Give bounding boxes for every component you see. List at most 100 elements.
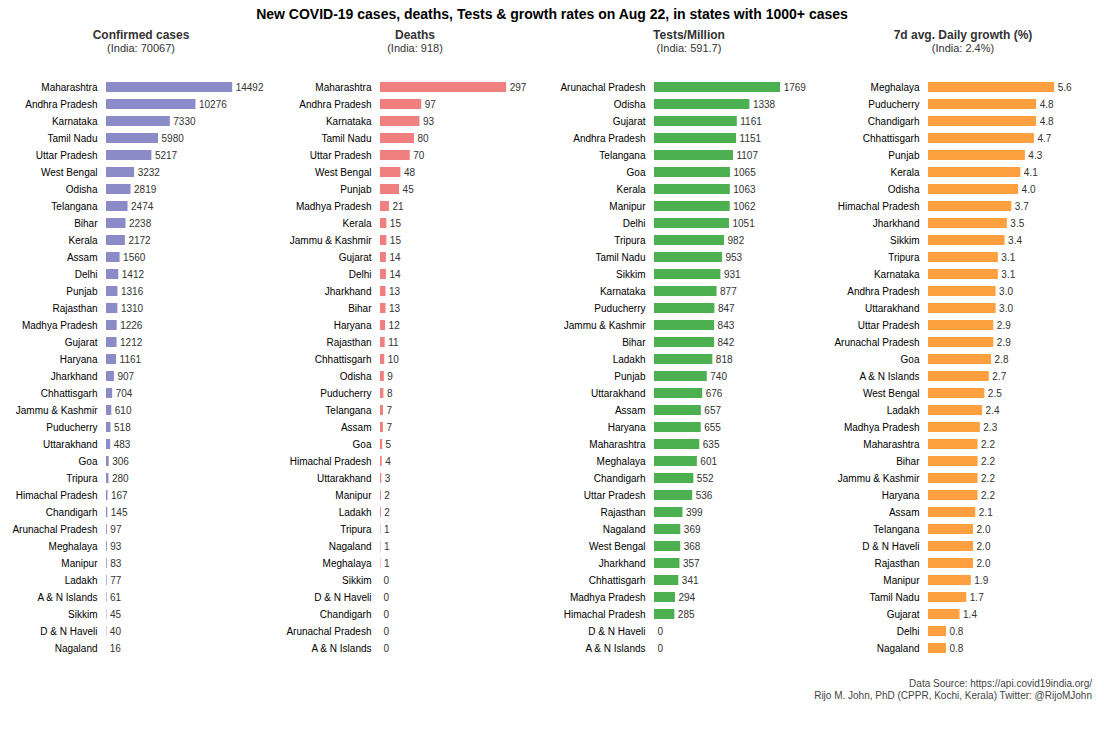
svg-text:Rajasthan: Rajasthan bbox=[52, 303, 97, 314]
svg-text:Bihar: Bihar bbox=[896, 456, 920, 467]
svg-text:4.8: 4.8 bbox=[1040, 99, 1054, 110]
svg-text:70: 70 bbox=[413, 150, 425, 161]
svg-text:Nagaland: Nagaland bbox=[877, 643, 920, 654]
svg-text:Arunachal Pradesh: Arunachal Pradesh bbox=[560, 82, 645, 93]
svg-text:Nagaland: Nagaland bbox=[329, 541, 372, 552]
svg-text:Ladakh: Ladakh bbox=[613, 354, 646, 365]
svg-text:1560: 1560 bbox=[123, 252, 146, 263]
svg-text:167: 167 bbox=[111, 490, 128, 501]
svg-text:Delhi: Delhi bbox=[349, 269, 372, 280]
svg-text:Telangana: Telangana bbox=[51, 201, 98, 212]
svg-text:285: 285 bbox=[678, 609, 695, 620]
svg-text:1161: 1161 bbox=[120, 354, 142, 365]
svg-text:Ladakh: Ladakh bbox=[339, 507, 372, 518]
svg-text:Bihar: Bihar bbox=[348, 303, 372, 314]
svg-text:Haryana: Haryana bbox=[60, 354, 98, 365]
svg-text:368: 368 bbox=[684, 541, 701, 552]
svg-text:Puducherry: Puducherry bbox=[594, 303, 645, 314]
svg-text:Meghalaya: Meghalaya bbox=[871, 82, 920, 93]
svg-text:Nagaland: Nagaland bbox=[55, 643, 98, 654]
svg-text:Tamil Nadu: Tamil Nadu bbox=[595, 252, 645, 263]
svg-text:11: 11 bbox=[388, 337, 399, 348]
svg-text:80: 80 bbox=[417, 133, 429, 144]
svg-text:2819: 2819 bbox=[134, 184, 157, 195]
svg-text:9: 9 bbox=[387, 371, 393, 382]
svg-text:0: 0 bbox=[384, 575, 390, 586]
svg-text:Uttar Pradesh: Uttar Pradesh bbox=[584, 490, 646, 501]
svg-text:Puducherry: Puducherry bbox=[320, 388, 371, 399]
svg-text:4.0: 4.0 bbox=[1022, 184, 1036, 195]
svg-text:Odisha: Odisha bbox=[66, 184, 98, 195]
svg-text:2: 2 bbox=[384, 507, 390, 518]
svg-text:Bihar: Bihar bbox=[74, 218, 98, 229]
svg-text:7330: 7330 bbox=[173, 116, 196, 127]
svg-text:4.8: 4.8 bbox=[1040, 116, 1054, 127]
svg-text:Chandigarh: Chandigarh bbox=[594, 473, 646, 484]
svg-text:13: 13 bbox=[389, 303, 401, 314]
svg-text:Maharashtra: Maharashtra bbox=[589, 439, 646, 450]
svg-text:818: 818 bbox=[716, 354, 733, 365]
svg-text:Uttarakhand: Uttarakhand bbox=[43, 439, 97, 450]
svg-text:4.7: 4.7 bbox=[1037, 133, 1051, 144]
svg-text:Puducherry: Puducherry bbox=[868, 99, 919, 110]
svg-text:Andhra Pradesh: Andhra Pradesh bbox=[847, 286, 919, 297]
svg-text:2.5: 2.5 bbox=[988, 388, 1002, 399]
svg-text:14492: 14492 bbox=[236, 82, 264, 93]
svg-text:Nagaland: Nagaland bbox=[603, 524, 646, 535]
svg-text:357: 357 bbox=[683, 558, 700, 569]
svg-text:Karnataka: Karnataka bbox=[326, 116, 372, 127]
svg-text:40: 40 bbox=[110, 626, 122, 637]
svg-text:1: 1 bbox=[384, 541, 390, 552]
svg-text:536: 536 bbox=[696, 490, 713, 501]
svg-text:Meghalaya: Meghalaya bbox=[49, 541, 98, 552]
svg-text:Ladakh: Ladakh bbox=[65, 575, 98, 586]
svg-text:2.2: 2.2 bbox=[981, 439, 995, 450]
svg-text:Madhya Pradesh: Madhya Pradesh bbox=[570, 592, 646, 603]
svg-text:Bihar: Bihar bbox=[622, 337, 646, 348]
svg-text:931: 931 bbox=[724, 269, 741, 280]
svg-text:0: 0 bbox=[384, 643, 390, 654]
svg-text:0: 0 bbox=[384, 609, 390, 620]
svg-text:635: 635 bbox=[703, 439, 720, 450]
svg-text:Rajasthan: Rajasthan bbox=[600, 507, 645, 518]
svg-text:Delhi: Delhi bbox=[623, 218, 646, 229]
svg-text:Jammu & Kashmir: Jammu & Kashmir bbox=[838, 473, 920, 484]
svg-text:601: 601 bbox=[700, 456, 717, 467]
svg-text:1212: 1212 bbox=[120, 337, 143, 348]
svg-text:1769: 1769 bbox=[784, 82, 807, 93]
svg-text:Tripura: Tripura bbox=[340, 524, 372, 535]
svg-text:5217: 5217 bbox=[155, 150, 178, 161]
svg-text:45: 45 bbox=[110, 609, 122, 620]
svg-text:2.9: 2.9 bbox=[997, 320, 1011, 331]
svg-text:Gujarat: Gujarat bbox=[887, 609, 920, 620]
svg-text:Andhra Pradesh: Andhra Pradesh bbox=[299, 99, 371, 110]
svg-text:1065: 1065 bbox=[733, 167, 756, 178]
svg-text:Chhattisgarh: Chhattisgarh bbox=[41, 388, 98, 399]
svg-text:2.4: 2.4 bbox=[986, 405, 1000, 416]
svg-text:Punjab: Punjab bbox=[888, 150, 920, 161]
svg-text:1412: 1412 bbox=[122, 269, 145, 280]
svg-text:Manipur: Manipur bbox=[61, 558, 98, 569]
svg-text:1310: 1310 bbox=[121, 303, 144, 314]
svg-text:Punjab: Punjab bbox=[66, 286, 98, 297]
svg-text:Gujarat: Gujarat bbox=[339, 252, 372, 263]
svg-text:D & N Haveli: D & N Haveli bbox=[40, 626, 97, 637]
svg-text:847: 847 bbox=[718, 303, 735, 314]
svg-text:7: 7 bbox=[386, 405, 392, 416]
svg-text:3.5: 3.5 bbox=[1010, 218, 1024, 229]
svg-text:297: 297 bbox=[510, 82, 527, 93]
svg-text:Punjab: Punjab bbox=[340, 184, 372, 195]
svg-text:Karnataka: Karnataka bbox=[600, 286, 646, 297]
svg-text:Jammu & Kashmir: Jammu & Kashmir bbox=[290, 235, 372, 246]
svg-text:1: 1 bbox=[384, 524, 390, 535]
svg-text:1161: 1161 bbox=[740, 116, 762, 127]
svg-text:West Bengal: West Bengal bbox=[41, 167, 98, 178]
svg-text:2.8: 2.8 bbox=[995, 354, 1009, 365]
svg-text:Goa: Goa bbox=[627, 167, 646, 178]
svg-text:294: 294 bbox=[678, 592, 695, 603]
svg-text:48: 48 bbox=[404, 167, 416, 178]
svg-text:Goa: Goa bbox=[901, 354, 920, 365]
svg-text:341: 341 bbox=[682, 575, 699, 586]
svg-text:Haryana: Haryana bbox=[882, 490, 920, 501]
svg-text:93: 93 bbox=[423, 116, 435, 127]
